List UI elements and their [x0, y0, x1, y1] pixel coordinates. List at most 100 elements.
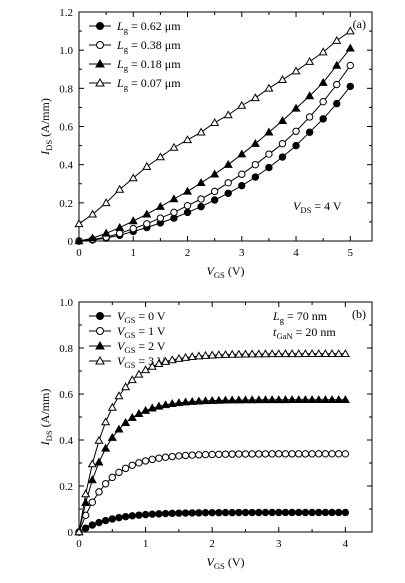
data-point [238, 181, 246, 190]
data-point [291, 103, 301, 112]
legend-marker [95, 77, 105, 87]
data-point [115, 513, 123, 522]
data-point [224, 189, 232, 197]
data-point [241, 508, 250, 517]
data-point [275, 450, 283, 458]
data-point [210, 187, 219, 196]
data-point [333, 80, 341, 89]
data-point [94, 457, 104, 466]
data-point [128, 512, 136, 520]
data-point [195, 509, 203, 517]
data-point [235, 450, 243, 458]
data-point [108, 473, 116, 482]
data-point [87, 475, 97, 484]
data-point [227, 349, 237, 358]
data-point [332, 60, 342, 69]
data-point [168, 452, 176, 461]
chart-panel-a: 0 0.2 0.4 0.6 0.8 1.0 1.2 0 1 2 3 4 5 VGS (V) IDS (A/m… [38, 7, 373, 280]
data-point [281, 450, 290, 458]
data-point [197, 202, 205, 211]
data-point [264, 127, 274, 136]
data-point [224, 179, 232, 187]
data-point [208, 508, 216, 517]
data-point [335, 450, 343, 458]
y-tick-label: 0.4 [59, 160, 73, 172]
data-point [278, 153, 287, 161]
legend-entry: Lg = 0.07 μm [116, 76, 181, 92]
legend-entry: VGS = 1 V [117, 324, 166, 340]
data-point [188, 509, 196, 517]
data-point [321, 508, 330, 517]
data-point [214, 395, 224, 404]
data-point [188, 451, 196, 459]
data-point [134, 369, 144, 378]
data-point [287, 395, 297, 404]
x-tick-label: 5 [348, 247, 354, 259]
data-point [154, 359, 164, 368]
data-point [107, 402, 117, 411]
data-point [308, 508, 316, 517]
y-tick-label: 0 [68, 236, 74, 248]
data-point [148, 510, 156, 518]
x-tick-label: 1 [143, 538, 149, 550]
data-point [332, 35, 342, 44]
data-point [161, 356, 171, 365]
series-line [78, 353, 346, 533]
data-point [121, 382, 131, 391]
data-point [345, 26, 355, 35]
data-point [227, 395, 237, 404]
data-point [168, 509, 176, 518]
data-point [196, 178, 206, 187]
data-point [107, 432, 117, 441]
data-point [121, 418, 131, 426]
data-point [345, 43, 355, 52]
data-point [288, 508, 296, 517]
annotation-vds: VDS = 4 V [293, 199, 342, 215]
data-point [154, 401, 164, 410]
data-point [174, 398, 184, 407]
data-point [248, 450, 256, 458]
x-axis-label: VGS (V) [206, 555, 244, 571]
data-point [127, 375, 137, 384]
data-point [300, 395, 310, 404]
data-point [147, 361, 157, 370]
data-point [88, 521, 97, 529]
data-point [315, 508, 323, 517]
legend-entry: VGS = 2 V [117, 339, 166, 355]
data-point [155, 454, 163, 462]
data-point [315, 450, 323, 458]
y-axis-label: IDS (A/mm) [38, 98, 54, 156]
y-tick-label: 0.2 [59, 198, 73, 210]
data-point [167, 399, 177, 408]
data-point [207, 350, 217, 359]
data-point [305, 56, 315, 65]
data-point [115, 222, 125, 231]
data-point [268, 450, 276, 458]
y-tick-label: 0.8 [59, 343, 73, 355]
data-point [261, 508, 270, 517]
data-point [235, 508, 243, 517]
data-point [228, 508, 236, 517]
data-point [167, 355, 177, 364]
data-point [141, 405, 151, 414]
y-tick-label: 1.0 [59, 45, 73, 57]
data-point [250, 93, 260, 102]
y-tick-label: 1.2 [59, 7, 73, 19]
data-point [210, 196, 219, 204]
data-point [305, 128, 314, 136]
y-tick-label: 1.0 [59, 297, 73, 309]
data-point [241, 450, 250, 458]
data-point [278, 139, 287, 148]
data-point [260, 349, 270, 358]
data-point [182, 135, 193, 144]
chart-panel-b: 0 0.2 0.4 0.6 0.8 1.0 0 1 2 3 4 VGS (V) IDS (A/mm) (b… [38, 297, 373, 571]
data-point [135, 459, 143, 467]
series-line [78, 86, 351, 242]
data-point [101, 443, 111, 452]
data-point [314, 395, 324, 404]
data-point [215, 508, 223, 517]
data-point [305, 91, 315, 100]
data-point [318, 47, 328, 56]
legend-marker [96, 41, 104, 49]
